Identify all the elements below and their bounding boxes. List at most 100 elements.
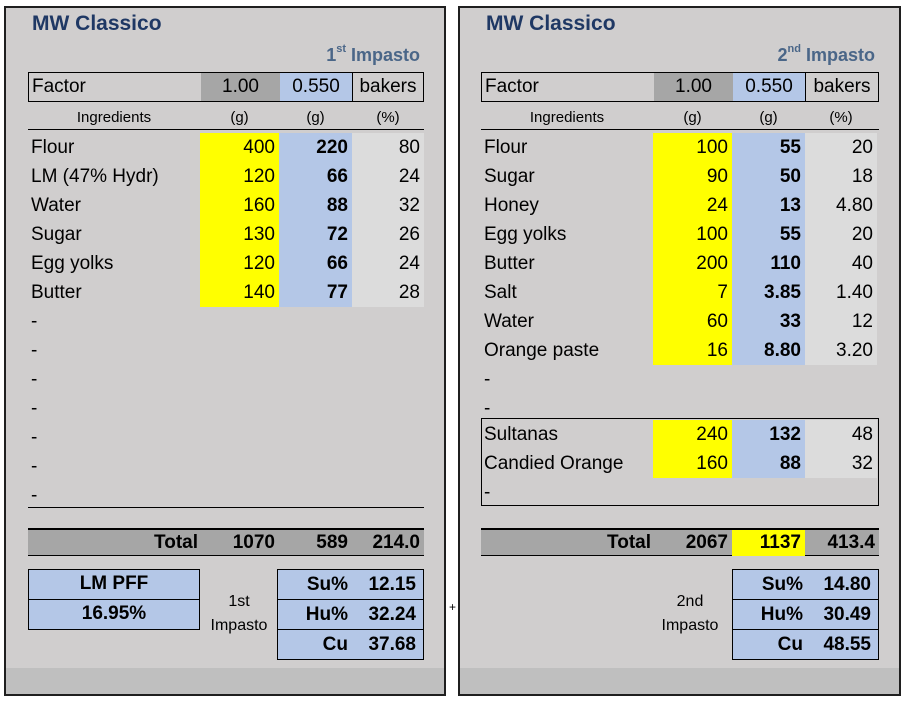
ingredient-grams-input[interactable]: 90 xyxy=(653,162,732,191)
ingredient-grams-input[interactable]: 130 xyxy=(200,220,279,249)
ingredient-percent: 80 xyxy=(352,133,424,162)
ingredient-scaled-grams: 13 xyxy=(732,191,805,220)
ingredient-grams-input[interactable]: 160 xyxy=(200,191,279,220)
empty-row-marker: - xyxy=(484,398,491,419)
ingredient-scaled-grams: 132 xyxy=(732,420,805,449)
impasto-caption-line1: 2nd xyxy=(676,593,704,610)
stat-value: 12.15 xyxy=(368,574,416,595)
total-scaled: 589 xyxy=(316,532,348,553)
total-label: Total xyxy=(607,532,651,553)
ingredient-scaled-grams: 50 xyxy=(732,162,805,191)
stat-cell: Hu% 30.49 xyxy=(732,599,879,630)
ingredient-percent: 24 xyxy=(352,162,424,191)
ingredient-grams-input[interactable]: 400 xyxy=(200,133,279,162)
ingredient-grams-input[interactable]: 100 xyxy=(653,133,732,162)
ingredient-grams-input[interactable]: 120 xyxy=(200,249,279,278)
ingredient-percent: 18 xyxy=(805,162,877,191)
first-impasto-panel: MW Classico 1st Impasto Factor 1.00 0.55… xyxy=(4,6,446,696)
ingredient-scaled-grams: 110 xyxy=(732,249,805,278)
impasto-caption-line2: Impasto xyxy=(210,617,268,634)
ingredient-grams-input[interactable]: 140 xyxy=(200,278,279,307)
factor-label: Factor xyxy=(32,76,86,97)
ingredient-percent: 3.20 xyxy=(805,336,877,365)
lm-pff-label: LM PFF xyxy=(28,569,200,600)
ingredient-name: Butter xyxy=(31,282,82,303)
bottom-bar xyxy=(460,668,899,694)
total-scaled: 1137 xyxy=(732,530,805,556)
total-label: Total xyxy=(154,532,198,553)
stat-cell: Su% 14.80 xyxy=(732,569,879,600)
ingredient-grams-input[interactable]: 120 xyxy=(200,162,279,191)
lm-pff-value[interactable]: 16.95% xyxy=(28,599,200,630)
ingredient-grams-input[interactable]: 7 xyxy=(653,278,732,307)
recipe-title: MW Classico xyxy=(32,12,162,35)
header-ingredients: Ingredients xyxy=(529,109,605,126)
ingredient-percent: 20 xyxy=(805,133,877,162)
empty-row-marker: - xyxy=(484,482,491,503)
stat-key: Su% xyxy=(306,574,348,595)
ingredient-name: Orange paste xyxy=(484,340,600,361)
ingredient-grams-input[interactable]: 16 xyxy=(653,336,732,365)
stat-key: Hu% xyxy=(305,604,348,625)
factor-row: Factor 1.00 0.550 bakers xyxy=(28,72,424,102)
ingredient-name: Flour xyxy=(484,137,528,158)
ingredient-scaled-grams: 88 xyxy=(279,191,352,220)
ingredient-name: Salt xyxy=(484,282,517,303)
total-percent: 214.0 xyxy=(372,532,420,553)
ingredient-percent: 40 xyxy=(805,249,877,278)
factor-ratio-cell[interactable]: 0.550 xyxy=(280,73,353,101)
ingredient-scaled-grams: 33 xyxy=(732,307,805,336)
stat-value: 48.55 xyxy=(823,634,871,655)
ingredient-name: Honey xyxy=(484,195,539,216)
ingredient-percent: 48 xyxy=(805,420,877,449)
stat-key: Su% xyxy=(761,574,803,595)
total-row: Total 2067 1137 413.4 xyxy=(481,528,879,556)
header-grams: (g) xyxy=(230,109,249,126)
impasto-subtitle: 1st Impasto xyxy=(326,43,420,65)
header-divider xyxy=(481,129,879,130)
ingredient-scaled-grams: 55 xyxy=(732,133,805,162)
stat-cell: Cu 37.68 xyxy=(277,629,424,660)
ingredient-scaled-grams: 220 xyxy=(279,133,352,162)
ingredient-grams-input[interactable]: 100 xyxy=(653,220,732,249)
ingredient-grams-input[interactable]: 240 xyxy=(653,420,732,449)
empty-row-marker: - xyxy=(484,369,491,390)
factor-ratio-cell[interactable]: 0.550 xyxy=(733,73,806,101)
impasto-subtitle: 2nd Impasto xyxy=(777,43,875,65)
stat-cell: Cu 48.55 xyxy=(732,629,879,660)
ingredient-percent: 4.80 xyxy=(805,191,877,220)
empty-row-marker: - xyxy=(31,311,38,332)
ingredient-percent: 32 xyxy=(805,449,877,478)
total-grams: 1070 xyxy=(232,532,275,553)
header-scaled-grams: (g) xyxy=(759,109,778,126)
impasto-caption: 2nd Impasto xyxy=(650,590,730,638)
stat-key: Hu% xyxy=(760,604,803,625)
ingredient-grams-input[interactable]: 60 xyxy=(653,307,732,336)
ingredient-scaled-grams: 3.85 xyxy=(732,278,805,307)
factor-value-cell[interactable]: 1.00 xyxy=(201,73,280,101)
factor-value-cell[interactable]: 1.00 xyxy=(654,73,733,101)
ingredient-percent: 28 xyxy=(352,278,424,307)
empty-row-marker: - xyxy=(31,369,38,390)
total-row: Total 1070 589 214.0 xyxy=(28,528,424,556)
ingredient-name: Sultanas xyxy=(484,424,558,445)
empty-row-marker: - xyxy=(31,340,38,361)
ingredient-grams-input[interactable]: 160 xyxy=(653,449,732,478)
bottom-bar xyxy=(6,668,444,694)
ingredient-grams-input[interactable]: 24 xyxy=(653,191,732,220)
ingredient-grams-input[interactable]: 200 xyxy=(653,249,732,278)
ingredient-scaled-grams: 8.80 xyxy=(732,336,805,365)
header-ingredients: Ingredients xyxy=(76,109,152,126)
ingredient-scaled-grams: 66 xyxy=(279,162,352,191)
header-grams: (g) xyxy=(683,109,702,126)
factor-label: Factor xyxy=(485,76,539,97)
ingredient-percent: 1.40 xyxy=(805,278,877,307)
impasto-caption-line1: 1st xyxy=(228,593,250,610)
empty-row-marker: - xyxy=(31,485,38,506)
ingredient-scaled-grams: 72 xyxy=(279,220,352,249)
header-percent: (%) xyxy=(376,109,400,126)
impasto-caption-line2: Impasto xyxy=(661,617,719,634)
stat-value: 14.80 xyxy=(823,574,871,595)
ingredient-percent: 12 xyxy=(805,307,877,336)
ingredient-name: Sugar xyxy=(484,166,535,187)
